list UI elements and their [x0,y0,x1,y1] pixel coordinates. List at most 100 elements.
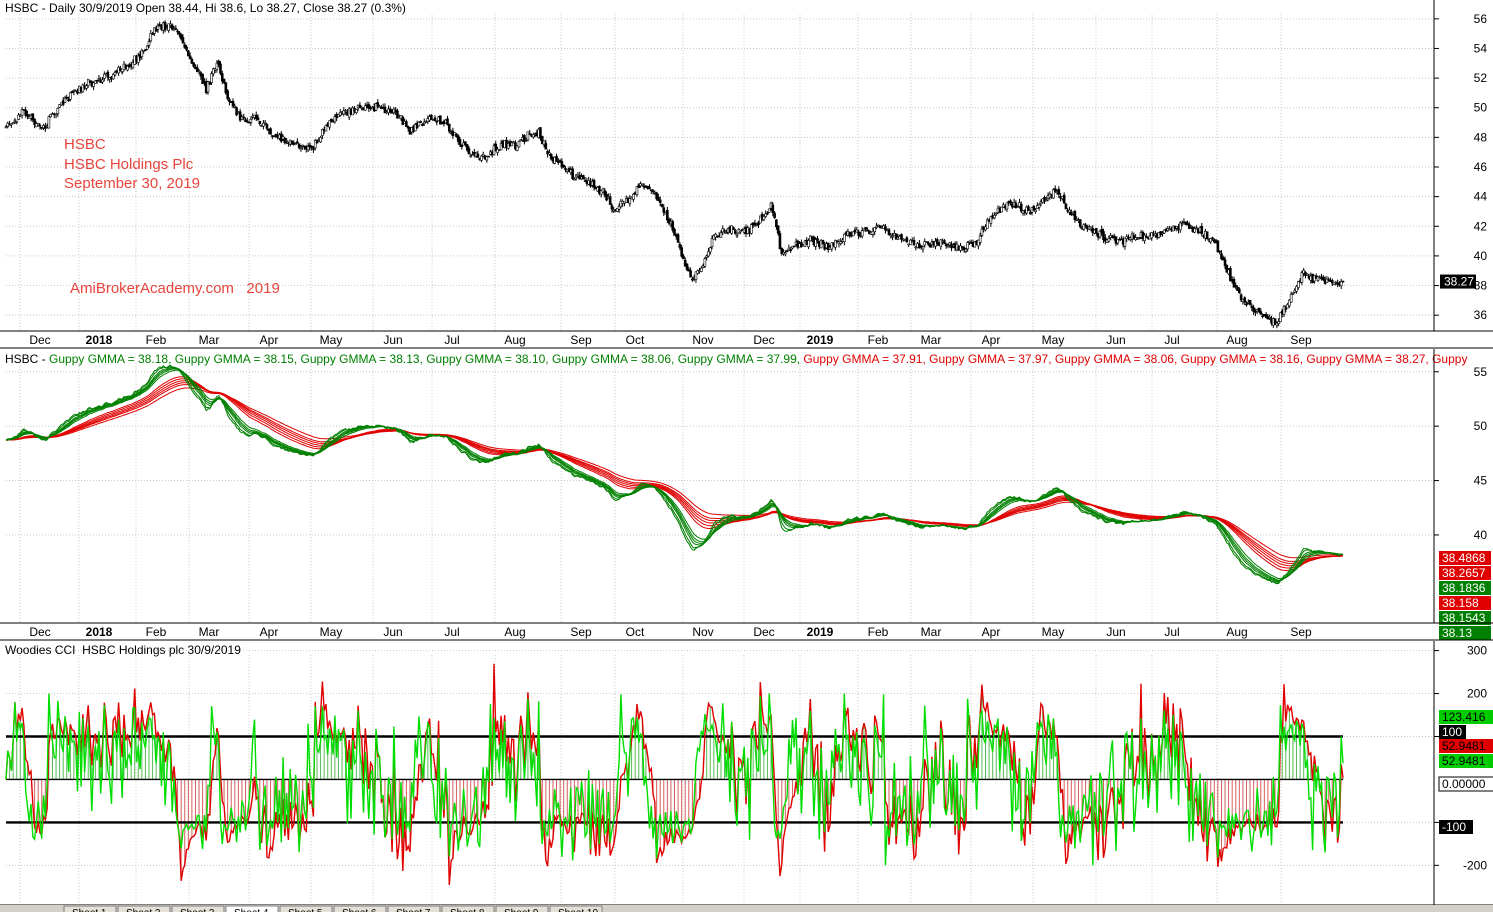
candle-body [943,240,946,244]
price-candle [367,101,371,113]
candle-body [36,122,40,126]
price-candle [158,21,162,27]
sheet-tab[interactable]: Sheet 8 [441,905,495,912]
cci-pane[interactable]: Woodies CCI HSBC Holdings plc 30/9/2019 … [5,643,1493,886]
candle-body [900,234,903,240]
gmma-header-part: Guppy GMMA = 37.97, [929,352,1055,366]
price-candle [467,145,471,155]
candle-body [1264,313,1268,319]
price-candle [560,158,564,170]
sheet-tab[interactable]: Sheet 3 [171,905,225,912]
gmma-y-axis: 40 45 50 55 38.486838.265738.183638.15838.15… [1434,365,1491,640]
price-candle [299,145,303,152]
sheet-tab[interactable]: Sheet 4 [225,905,279,912]
candle-body [1052,189,1055,199]
price-pane[interactable]: HSBC - Daily 30/9/2019 Open 38.44, Hi 38… [4,1,1488,347]
price-candle [687,266,691,272]
price-candle [1098,230,1102,239]
candle-body [1043,197,1046,201]
price-candle [355,108,358,115]
candle-body [26,113,29,117]
month-label: Feb [146,333,167,347]
price-candle [830,242,834,252]
candle-body [476,153,480,158]
candle-body [119,67,122,71]
price-candle [433,115,437,122]
price-candle [321,128,324,140]
candle-body [1295,286,1298,292]
candle-body [447,123,451,132]
price-candle [694,271,698,283]
sheet-tab[interactable]: Sheet 6 [333,905,387,912]
candle-body [682,255,685,260]
gmma-value-badge [1439,581,1491,595]
price-candle [212,67,215,77]
candle-body [212,68,215,75]
price-candle [703,256,707,269]
price-candle [1107,235,1111,243]
month-label: Apr [260,625,279,639]
sheet-tab[interactable]: Sheet 9 [495,905,549,912]
candle-body [887,229,891,236]
candle-body [174,28,178,30]
candle-body [517,141,521,148]
price-candle [383,103,387,114]
candle-body [183,44,187,48]
candle-body [65,96,69,99]
candle-body [875,225,878,228]
month-label: May [320,625,343,639]
price-candle [696,269,700,275]
price-candle [750,223,753,235]
gmma-x-axis: Dec 2018 Feb Mar Apr May Jun Jul Aug Sep Oct Nov Dec… [29,625,1312,639]
candle-body [894,233,898,240]
candle-body [149,33,153,42]
candle-body [167,23,170,31]
price-ytick-label: 40 [1474,249,1488,263]
sheet-tab[interactable]: Sheet 5 [279,905,333,912]
sheet-tab[interactable]: Sheet 7 [387,905,441,912]
month-label: Sep [1290,625,1312,639]
sheet-tab[interactable]: Sheet 2 [117,905,171,912]
price-candle [934,238,937,250]
candle-body [330,118,333,122]
price-candle [181,34,185,45]
price-candle [1053,185,1057,193]
price-candle [966,241,969,252]
gmma-value-label: 38.13 [1442,626,1472,640]
price-candle [733,228,737,235]
sheet-tab[interactable]: Sheet 10 [549,905,603,912]
gmma-header-part: HSBC - [5,352,49,366]
price-candle [10,123,13,128]
price-candle [36,122,40,127]
sheet-tab[interactable]: Sheet 1 [63,905,117,912]
candle-body [771,204,775,214]
candle-body [480,155,483,161]
price-candle [52,112,56,119]
price-candle [962,245,966,253]
candle-body [145,45,149,50]
price-candle [637,183,641,189]
price-candle [1282,304,1286,318]
candle-body [38,125,42,127]
candle-body [905,237,909,243]
price-candle [673,227,676,236]
price-candle [396,108,399,119]
candle-body [433,117,437,122]
price-candle [1275,321,1279,329]
price-candle [730,225,733,235]
candle-body [821,239,825,245]
price-candle [1284,305,1288,313]
price-candle [63,95,67,103]
cci-value-badge [1439,739,1493,753]
gmma-pane[interactable]: HSBC - Guppy GMMA = 38.18, Guppy GMMA = … [5,352,1491,640]
sheet-tabs[interactable]: Sheet 1 Sheet 2 Sheet 3 Sheet 4 Sheet 5 Sheet… [0,905,1493,912]
price-candle [539,127,542,141]
cci-value-label: 0.00000 [1442,777,1486,791]
candle-body [562,164,565,168]
month-label: Oct [626,625,645,639]
price-candle [272,135,276,138]
candle-body [126,65,129,71]
price-candle [313,138,317,151]
candle-body [540,135,544,145]
